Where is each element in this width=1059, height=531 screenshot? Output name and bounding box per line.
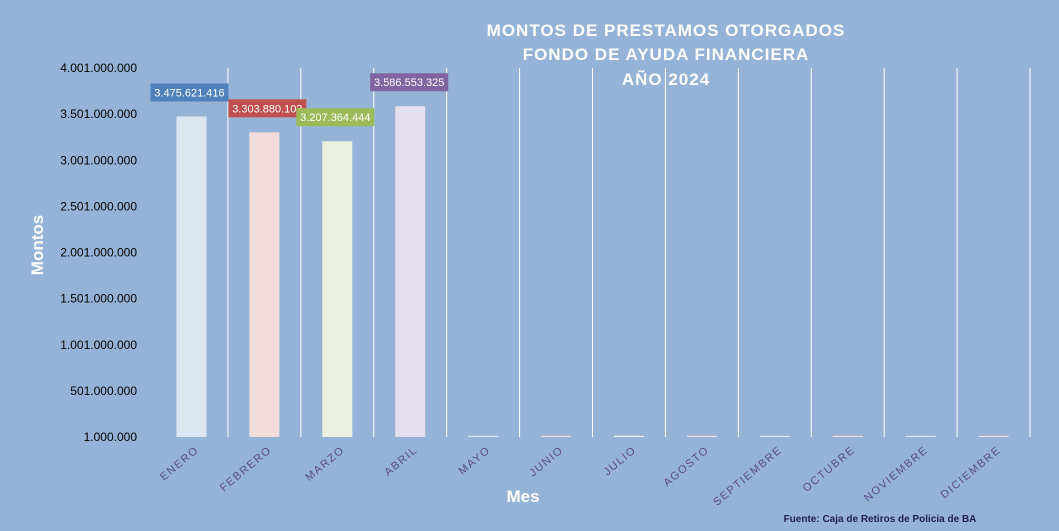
y-tick-label: 3.501.000.000 <box>60 107 137 121</box>
y-tick-label: 2.501.000.000 <box>60 199 137 213</box>
data-label-text: 3.475.621.416 <box>154 87 224 99</box>
bar-febrero <box>249 132 280 437</box>
data-label: 3.207.364.444 <box>296 108 375 127</box>
y-tick-label: 4.001.000.000 <box>60 61 137 75</box>
x-axis-title: Mes <box>506 487 539 506</box>
grid-layer <box>227 68 1031 437</box>
bar-enero <box>176 116 207 437</box>
chart-title-line-3: AÑO 2024 <box>622 69 710 89</box>
bar-agosto <box>686 435 717 437</box>
bar-diciembre <box>978 435 1009 437</box>
data-label-text: 3.586.553.325 <box>374 77 444 89</box>
y-tick-label: 1.001.000.000 <box>60 338 137 352</box>
source-note: Fuente: Caja de Retiros de Policia de BA <box>784 514 977 525</box>
bar-septiembre <box>759 435 790 437</box>
y-tick-label: 1.501.000.000 <box>60 292 137 306</box>
bar-noviembre <box>905 435 936 437</box>
bar-marzo <box>322 141 353 437</box>
y-tick-label: 501.000.000 <box>70 384 137 398</box>
data-label: 3.586.553.325 <box>370 73 449 92</box>
y-tick-label: 2.001.000.000 <box>60 246 137 260</box>
chart-title-line-1: MONTOS DE PRESTAMOS OTORGADOS <box>487 21 846 40</box>
data-label-text: 3.303.880.103 <box>232 103 302 115</box>
bar-mayo <box>468 435 499 437</box>
bar-junio <box>541 435 572 437</box>
bar-julio <box>613 435 644 437</box>
data-label-box <box>228 99 307 118</box>
bar-layer <box>176 106 1009 438</box>
data-label-box <box>150 83 229 102</box>
chart-title-line-2: FONDO DE AYUDA FINANCIERA <box>523 45 810 64</box>
y-tick-label: 1.000.000 <box>84 430 138 444</box>
data-label: 3.303.880.103 <box>228 99 307 118</box>
y-axis-ticks: 1.000.000 501.000.000 1.001.000.000 1.501.0… <box>60 61 137 444</box>
bar-abril <box>395 106 426 438</box>
data-label: 3.475.621.416 <box>150 83 229 102</box>
y-tick-label: 3.001.000.000 <box>60 153 137 167</box>
data-label-box <box>296 108 375 127</box>
y-axis-title: Montos <box>28 215 47 275</box>
data-label-text: 3.207.364.444 <box>300 112 370 124</box>
bar-octubre <box>832 435 863 437</box>
data-label-box <box>370 73 449 92</box>
